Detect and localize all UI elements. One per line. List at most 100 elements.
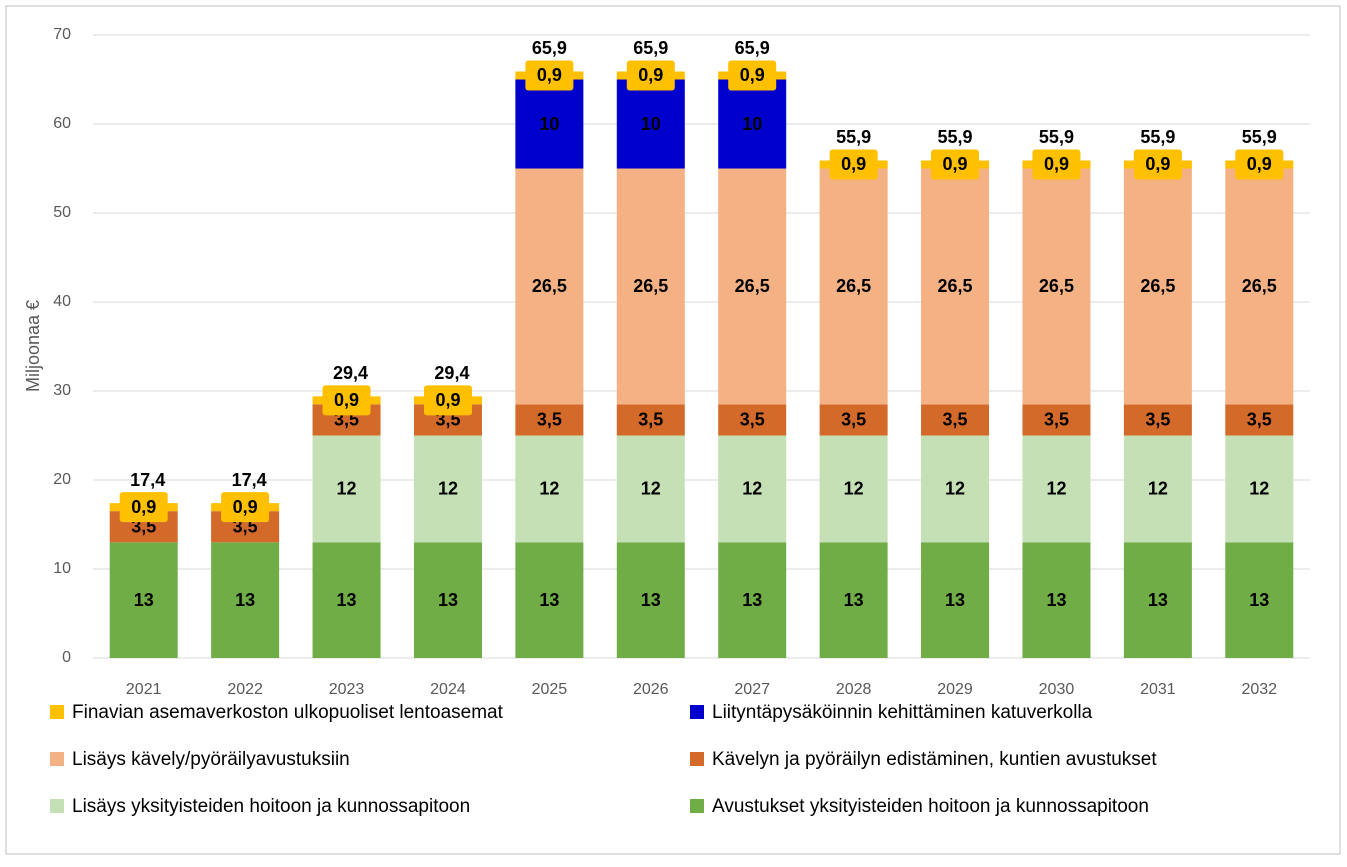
value-label: 13 — [1046, 590, 1066, 610]
value-label: 13 — [1249, 590, 1269, 610]
total-label: 55,9 — [1140, 127, 1175, 147]
value-label: 26,5 — [532, 276, 567, 296]
value-label-box — [829, 149, 878, 180]
y-tick-label: 70 — [53, 26, 71, 43]
x-tick-label: 2029 — [937, 681, 973, 698]
value-label: 10 — [641, 114, 661, 134]
bar-segment — [616, 168, 685, 405]
y-tick-label: 0 — [62, 649, 71, 666]
total-label: 55,9 — [1242, 127, 1277, 147]
x-tick-label: 2032 — [1241, 681, 1277, 698]
value-label: 3,5 — [740, 410, 765, 430]
value-label-box — [322, 385, 371, 416]
bar-segment — [921, 404, 990, 436]
bar-segment — [1225, 168, 1294, 405]
value-label: 3,5 — [1247, 410, 1272, 430]
value-label: 12 — [945, 479, 965, 499]
value-label: 26,5 — [1140, 276, 1175, 296]
bar-segment — [718, 404, 787, 436]
value-label: 0,9 — [233, 497, 258, 517]
x-tick-label: 2031 — [1140, 681, 1176, 698]
bar-segment — [1022, 435, 1091, 543]
bar-segment — [616, 542, 685, 658]
value-label: 12 — [742, 479, 762, 499]
total-label: 65,9 — [735, 38, 770, 58]
value-label: 13 — [235, 590, 255, 610]
value-label: 13 — [539, 590, 559, 610]
total-label: 65,9 — [633, 38, 668, 58]
chart-border — [5, 5, 1341, 855]
value-label: 3,5 — [841, 410, 866, 430]
value-label: 13 — [844, 590, 864, 610]
bar-segment — [515, 79, 584, 169]
value-label: 13 — [438, 590, 458, 610]
x-tick-label: 2027 — [734, 681, 770, 698]
value-label: 3,5 — [1044, 410, 1069, 430]
bar-segment — [718, 542, 787, 658]
legend-swatch — [50, 799, 64, 813]
legend-swatch — [690, 752, 704, 766]
total-label: 55,9 — [1039, 127, 1074, 147]
value-label: 3,5 — [537, 410, 562, 430]
value-label: 0,9 — [943, 154, 968, 174]
y-tick-label: 40 — [53, 293, 71, 310]
total-label: 55,9 — [836, 127, 871, 147]
bar-segment — [718, 435, 787, 543]
legend-swatch — [690, 705, 704, 719]
value-label: 26,5 — [836, 276, 871, 296]
legend-label: Finavian asemaverkoston ulkopuoliset len… — [72, 702, 504, 723]
x-tick-label: 2026 — [633, 681, 669, 698]
value-label-box — [1133, 149, 1182, 180]
bar-segment — [515, 168, 584, 405]
x-tick-label: 2030 — [1039, 681, 1075, 698]
value-label-box — [525, 60, 574, 91]
bar-segment — [1022, 542, 1091, 658]
value-label-box — [1235, 149, 1284, 180]
value-label: 0,9 — [638, 65, 663, 85]
value-label: 0,9 — [537, 65, 562, 85]
value-label: 12 — [337, 479, 357, 499]
value-label-box — [626, 60, 675, 91]
value-label: 13 — [337, 590, 357, 610]
value-label: 0,9 — [1044, 154, 1069, 174]
x-tick-label: 2023 — [329, 681, 365, 698]
bar-segment — [1123, 435, 1192, 543]
value-label-box — [423, 385, 472, 416]
bar-segment — [1225, 542, 1294, 658]
total-label: 17,4 — [232, 470, 267, 490]
value-label: 26,5 — [938, 276, 973, 296]
bar-segment — [1123, 168, 1192, 405]
legend-label: Lisäys yksityisteiden hoitoon ja kunnoss… — [72, 796, 470, 817]
bar-segment — [1225, 404, 1294, 436]
legend-label: Liityntäpysäköinnin kehittäminen katuver… — [712, 702, 1093, 723]
total-label: 29,4 — [434, 363, 469, 383]
value-label: 3,5 — [638, 410, 663, 430]
y-tick-label: 50 — [53, 204, 71, 221]
legend-label: Lisäys kävely/pyöräilyavustuksiin — [72, 749, 350, 770]
value-label: 26,5 — [1242, 276, 1277, 296]
bar-segment — [718, 79, 787, 169]
value-label: 13 — [641, 590, 661, 610]
x-tick-label: 2024 — [430, 681, 466, 698]
bar-segment — [1123, 404, 1192, 436]
value-label-box — [728, 60, 777, 91]
bar-segment — [211, 542, 280, 658]
value-label-box — [1032, 149, 1081, 180]
value-label: 13 — [742, 590, 762, 610]
y-tick-label: 20 — [53, 471, 71, 488]
bar-segment — [515, 404, 584, 436]
x-tick-label: 2021 — [126, 681, 162, 698]
value-label: 0,9 — [435, 390, 460, 410]
bar-segment — [921, 542, 990, 658]
total-label: 17,4 — [130, 470, 165, 490]
value-label: 0,9 — [841, 154, 866, 174]
y-tick-label: 30 — [53, 382, 71, 399]
x-tick-label: 2025 — [532, 681, 568, 698]
value-label: 26,5 — [633, 276, 668, 296]
legend-label: Avustukset yksityisteiden hoitoon ja kun… — [712, 796, 1149, 817]
x-tick-label: 2028 — [836, 681, 872, 698]
value-label: 12 — [1249, 479, 1269, 499]
value-label: 0,9 — [740, 65, 765, 85]
bar-segment — [515, 542, 584, 658]
bar-segment — [1022, 168, 1091, 405]
